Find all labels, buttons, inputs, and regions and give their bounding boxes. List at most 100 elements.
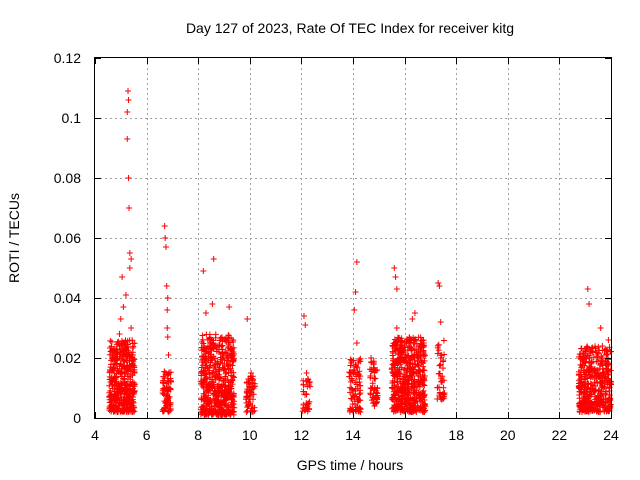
data-point [593, 408, 600, 415]
data-point [347, 370, 354, 376]
data-point [390, 362, 397, 369]
data-point [107, 392, 114, 399]
x-tick-label: 20 [500, 427, 516, 443]
data-point [367, 390, 374, 397]
data-point [579, 361, 586, 367]
data-point [222, 337, 229, 344]
data-point [366, 366, 373, 373]
data-point [228, 336, 235, 343]
data-point [392, 274, 399, 280]
y-tick-label: 0.02 [54, 350, 81, 366]
data-point [418, 404, 425, 411]
data-point [401, 340, 408, 346]
data-point [397, 403, 404, 410]
data-point [124, 136, 131, 142]
data-point [393, 389, 400, 396]
data-point [410, 340, 417, 347]
data-point [351, 307, 358, 313]
data-point [160, 377, 167, 384]
data-point [406, 355, 413, 361]
data-point [419, 371, 426, 378]
data-point [347, 356, 354, 363]
y-axis-label: ROTI / TECUs [6, 193, 22, 283]
data-point [434, 384, 441, 391]
data-point [218, 403, 225, 409]
data-point [304, 408, 311, 415]
data-point [598, 393, 605, 400]
x-tick-label: 18 [448, 427, 464, 443]
data-point [125, 373, 132, 380]
data-point [219, 351, 226, 358]
data-point [400, 373, 407, 380]
data-point [441, 351, 448, 358]
data-point [401, 388, 408, 395]
data-point [405, 359, 412, 366]
data-point [412, 406, 419, 413]
data-point [391, 402, 398, 409]
data-point [435, 370, 442, 377]
data-point [109, 385, 116, 392]
data-point [211, 363, 218, 370]
data-point [441, 389, 448, 396]
data-point [300, 405, 307, 412]
data-point [120, 304, 127, 310]
data-point [578, 375, 585, 382]
data-point [120, 358, 127, 364]
data-point [306, 382, 313, 388]
data-point [440, 358, 447, 365]
data-point [107, 379, 114, 385]
data-point [395, 385, 402, 392]
data-point [405, 374, 412, 381]
data-point [201, 393, 208, 400]
data-point [586, 354, 593, 361]
data-point [126, 395, 133, 402]
chart-title: Day 127 of 2023, Rate Of TEC Index for r… [186, 20, 514, 36]
data-point [165, 379, 172, 385]
x-tick-label: 6 [143, 427, 151, 443]
data-point [439, 379, 446, 385]
data-point [300, 313, 307, 319]
data-point [228, 407, 235, 414]
data-point [219, 346, 226, 353]
data-point [129, 355, 136, 361]
x-tick-label: 14 [345, 427, 361, 443]
data-point [356, 379, 363, 385]
data-point [584, 394, 591, 401]
data-point [110, 361, 117, 367]
data-point [599, 366, 606, 373]
data-point [214, 393, 221, 400]
data-point [197, 406, 204, 413]
data-point [419, 337, 426, 344]
x-tick-label: 12 [294, 427, 310, 443]
data-point [248, 370, 255, 376]
data-point [221, 401, 228, 408]
data-point [108, 338, 115, 345]
data-point [126, 387, 133, 394]
data-point [208, 403, 215, 410]
data-point [391, 345, 398, 352]
data-point [222, 402, 229, 409]
data-point [402, 399, 409, 406]
data-point [396, 342, 403, 349]
data-point [354, 397, 361, 404]
data-point [214, 342, 221, 349]
data-point [419, 347, 426, 354]
data-point [411, 310, 418, 316]
data-point [166, 403, 173, 409]
data-point [211, 355, 218, 362]
data-point [131, 369, 138, 376]
data-point [200, 268, 207, 274]
data-point [350, 391, 356, 397]
data-point [208, 344, 215, 351]
data-point [202, 310, 209, 316]
data-point [115, 403, 122, 409]
data-point [398, 385, 405, 392]
data-point [391, 336, 398, 343]
data-point [576, 351, 583, 358]
data-point [111, 350, 118, 357]
data-point [406, 377, 413, 384]
y-tick-label: 0.12 [54, 50, 81, 66]
data-point [223, 361, 230, 367]
data-point [409, 316, 416, 322]
